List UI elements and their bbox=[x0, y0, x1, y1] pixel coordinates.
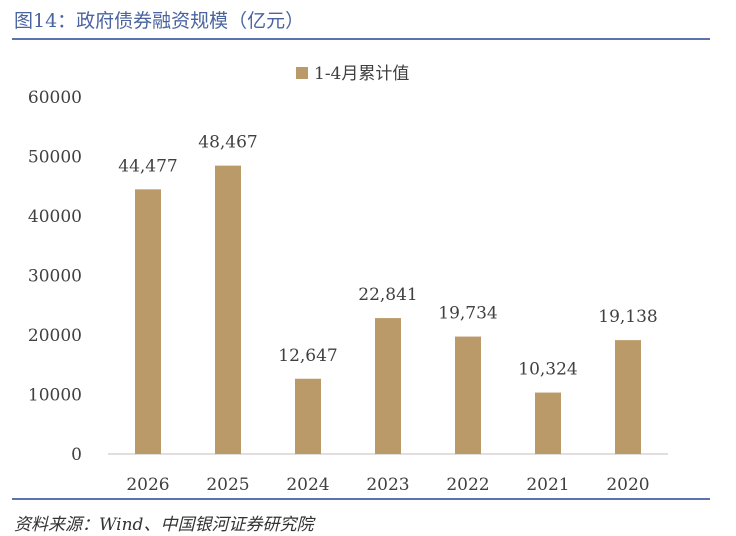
x-tick-label: 2023 bbox=[366, 475, 409, 495]
y-axis: 0 10000 20000 30000 40000 50000 60000 bbox=[28, 88, 82, 465]
bar bbox=[615, 340, 641, 454]
figure-title: 图14：政府债券融资规模（亿元） bbox=[14, 10, 305, 32]
legend-swatch bbox=[296, 67, 308, 79]
y-tick-label: 20000 bbox=[28, 326, 82, 346]
data-label: 12,647 bbox=[278, 346, 337, 366]
bar bbox=[535, 392, 561, 454]
title-rule bbox=[12, 38, 710, 40]
data-label: 22,841 bbox=[358, 285, 417, 305]
data-label: 19,734 bbox=[438, 304, 497, 324]
data-label: 19,138 bbox=[598, 307, 657, 327]
x-tick-label: 2022 bbox=[446, 475, 489, 495]
bars: 44,477 48,467 12,647 22,841 19,734 10,324 19,1… bbox=[118, 133, 658, 455]
x-tick-label: 2021 bbox=[526, 475, 569, 495]
y-tick-label: 0 bbox=[71, 445, 82, 465]
x-axis: 2026 2025 2024 2023 2022 2021 2020 bbox=[126, 475, 649, 495]
legend-label: 1-4月累计值 bbox=[314, 64, 409, 84]
bar bbox=[215, 165, 241, 455]
y-tick-label: 10000 bbox=[28, 386, 82, 406]
bar bbox=[455, 336, 481, 454]
data-label: 10,324 bbox=[518, 360, 577, 380]
footer-rule bbox=[12, 498, 710, 500]
legend: 1-4月累计值 bbox=[296, 64, 409, 84]
y-tick-label: 30000 bbox=[28, 267, 82, 287]
data-label: 48,467 bbox=[198, 133, 257, 153]
y-tick-label: 40000 bbox=[28, 207, 82, 227]
data-label: 44,477 bbox=[118, 156, 177, 176]
x-tick-label: 2020 bbox=[606, 475, 649, 495]
x-tick-label: 2024 bbox=[286, 475, 329, 495]
bar bbox=[375, 318, 401, 454]
y-tick-label: 50000 bbox=[28, 148, 82, 168]
bar bbox=[135, 189, 161, 454]
bar bbox=[295, 378, 321, 454]
y-tick-label: 60000 bbox=[28, 88, 82, 108]
x-tick-label: 2025 bbox=[206, 475, 249, 495]
x-tick-label: 2026 bbox=[126, 475, 169, 495]
source-note: 资料来源：Wind、中国银河证券研究院 bbox=[14, 515, 314, 535]
